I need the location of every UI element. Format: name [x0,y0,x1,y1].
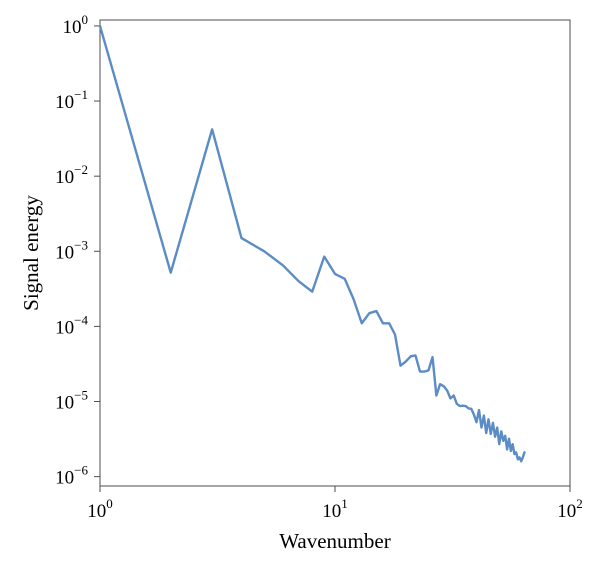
y-tick-label: 10−5 [55,388,88,414]
y-tick-label: 10−4 [55,312,88,338]
x-tick-label: 101 [322,496,348,522]
y-axis-ticks: 100 10−1 10−2 10−3 10−4 10−5 10−6 [55,12,100,489]
x-axis-title: Wavenumber [279,529,390,553]
x-axis-ticks: 100 101 102 [87,486,583,522]
plot-area [99,19,571,487]
x-tick-label: 102 [557,496,583,522]
x-tick-label: 100 [87,496,113,522]
y-axis-title: Signal energy [19,195,43,311]
y-tick-label: 10−6 [55,463,88,489]
series-layer [98,24,526,463]
y-tick-label: 10−3 [55,237,88,263]
y-tick-label: 100 [63,12,89,38]
y-tick-label: 10−2 [55,162,88,188]
y-tick-label: 10−1 [55,87,88,113]
series-line [98,24,526,463]
